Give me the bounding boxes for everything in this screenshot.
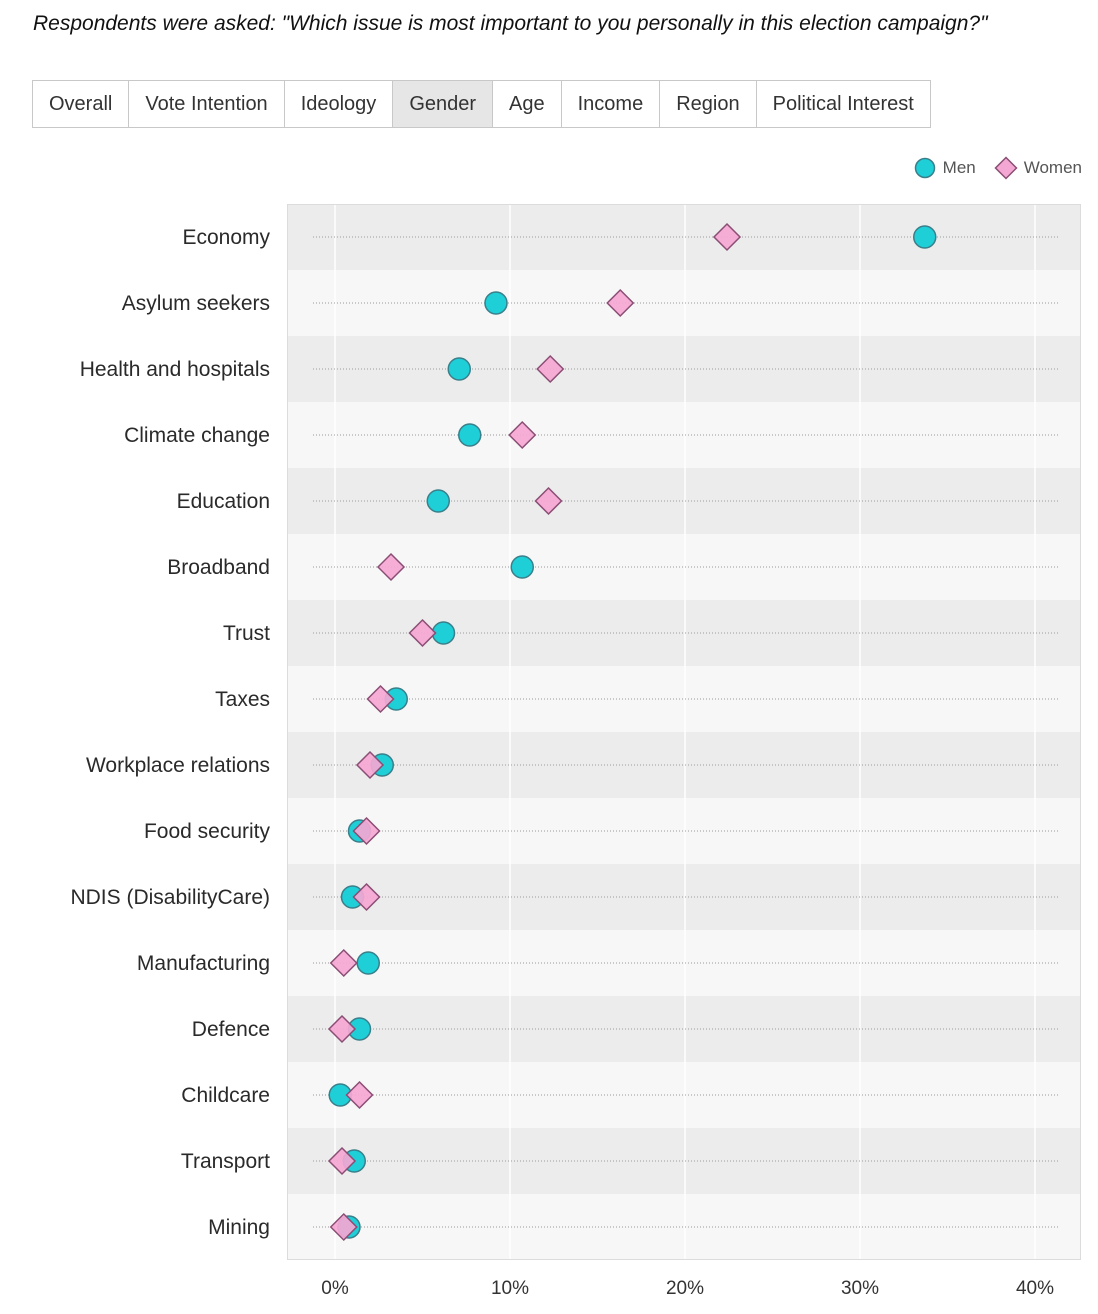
row-band [287,402,1081,468]
x-tick-labels: 0% 10% 20% 30% 40% [321,1278,1054,1299]
women-point [355,750,385,780]
category-label: Manufacturing [137,952,270,975]
tab-age[interactable]: Age [493,81,562,127]
x-tick-label: 10% [491,1278,529,1299]
row-guides [313,236,1058,1228]
tab-ideology[interactable]: Ideology [285,81,394,127]
women-point [712,222,742,252]
x-tick-label: 20% [666,1278,704,1299]
row-band [287,1194,1081,1260]
category-label: Food security [144,820,271,843]
row-band [287,270,1081,336]
category-label: Childcare [181,1084,270,1107]
row-bands [287,204,1081,1260]
diamond-marker-icon [994,156,1018,180]
category-label: Mining [208,1216,270,1239]
category-label: Defence [192,1018,270,1041]
x-tick-label: 30% [841,1278,879,1299]
category-label: Taxes [215,688,270,711]
men-point [458,423,482,447]
women-point [536,354,565,384]
women-point [352,882,381,912]
category-label: Health and hospitals [80,358,270,381]
women-point [352,816,381,846]
men-point [356,951,380,975]
women-point [329,1212,358,1242]
data-points [327,222,937,1242]
legend-label: Women [1023,158,1082,177]
circle-marker-icon [914,157,935,179]
category-label: Trust [223,622,270,645]
women-point [376,552,406,582]
legend-label: Men [942,158,976,177]
men-point [447,357,471,381]
row-band [287,534,1081,600]
tab-political-interest[interactable]: Political Interest [772,93,914,115]
x-tick-label: 0% [321,1278,349,1299]
legend: Men Women [895,156,1082,180]
category-label: Economy [182,226,270,249]
row-band [287,204,1081,270]
tab-region[interactable]: Region [660,81,757,127]
men-point [913,225,937,249]
category-label: Transport [181,1150,270,1173]
category-label: Workplace relations [86,754,270,777]
row-band [287,468,1081,534]
women-point [534,486,563,516]
question-text: Respondents were asked: "Which issue is … [33,12,988,35]
tab-overall[interactable]: Overall [33,81,130,127]
category-labels: Economy Asylum seekers Health and hospital… [70,226,270,1239]
filter-tabs: Overall Vote Intention Ideology Gender Age In… [32,80,931,128]
women-point [366,684,395,714]
women-point [327,1014,357,1044]
women-point [345,1080,374,1110]
tab-vote-intention[interactable]: Vote Intention [129,81,285,127]
category-label: Climate change [124,424,270,447]
row-band [287,336,1081,402]
tab-income[interactable]: Income [562,81,661,127]
category-label: NDIS (DisabilityCare) [70,886,270,909]
men-point [484,291,508,315]
plot-frame [287,204,1081,1260]
legend-item-men: Men [913,156,976,180]
tab-gender[interactable]: Gender [393,81,494,127]
row-band [287,1062,1081,1128]
category-label: Broadband [167,556,270,579]
row-band [287,732,1081,798]
row-band [287,1128,1081,1194]
gridlines [334,204,1036,1260]
x-tick-label: 40% [1016,1278,1054,1299]
row-band [287,666,1081,732]
legend-item-women: Women [994,156,1082,180]
men-point [510,555,534,579]
row-band [287,798,1081,864]
row-band [287,996,1081,1062]
women-point [606,288,635,318]
women-point [327,1146,357,1176]
category-label: Asylum seekers [122,292,270,315]
row-band [287,930,1081,996]
women-point [329,948,358,978]
women-point [408,618,437,648]
men-point [426,489,450,513]
women-point [508,420,537,450]
row-band [287,864,1081,930]
category-label: Education [177,490,270,513]
